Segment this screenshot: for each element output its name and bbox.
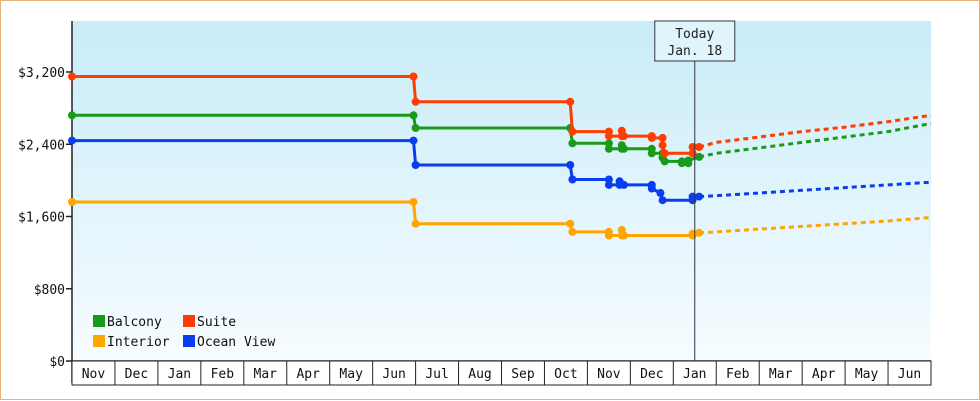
data-point-balcony <box>677 159 686 168</box>
data-point-suite <box>658 141 667 150</box>
y-tick-label: $1,600 <box>18 211 65 226</box>
data-point-ocean-view <box>568 175 577 184</box>
data-point-ocean-view <box>604 180 613 189</box>
data-point-balcony <box>68 111 76 120</box>
legend-label-interior: Interior <box>107 335 170 350</box>
data-point-balcony <box>695 152 704 161</box>
data-point-suite <box>68 72 76 81</box>
data-point-suite <box>695 143 704 151</box>
data-point-ocean-view <box>68 136 76 145</box>
data-point-ocean-view <box>656 189 665 197</box>
month-label: Jun <box>898 367 921 382</box>
month-label: Dec <box>125 367 148 382</box>
month-label: Feb <box>211 367 235 382</box>
data-point-ocean-view <box>619 180 628 189</box>
legend-swatch-ocean-view <box>183 335 195 347</box>
data-point-interior <box>604 231 613 240</box>
data-point-interior <box>695 228 704 237</box>
month-label: Jan <box>168 367 191 382</box>
series-projection-suite <box>698 113 932 149</box>
month-label: May <box>855 367 879 382</box>
data-point-ocean-view <box>411 161 420 169</box>
data-point-balcony <box>409 111 418 120</box>
month-label: Jul <box>425 367 448 382</box>
data-point-suite <box>411 97 420 106</box>
data-point-balcony <box>568 139 577 148</box>
data-point-balcony <box>411 124 420 132</box>
series-projection-ocean-view <box>699 180 932 199</box>
legend-swatch-balcony <box>93 315 105 327</box>
month-label: Sep <box>511 367 535 382</box>
data-point-suite <box>647 133 656 142</box>
data-point-balcony <box>647 149 656 158</box>
data-point-ocean-view <box>658 196 667 205</box>
data-point-suite <box>409 72 418 81</box>
data-point-interior <box>619 231 628 240</box>
month-label: Apr <box>296 367 320 382</box>
data-point-suite <box>660 149 669 158</box>
month-label: Oct <box>554 367 577 382</box>
legend-swatch-interior <box>93 335 105 347</box>
data-point-interior <box>409 198 418 206</box>
data-point-interior <box>68 198 76 206</box>
legend-swatch-suite <box>183 315 195 327</box>
today-box <box>654 20 736 62</box>
y-tick-label: $3,200 <box>18 66 65 81</box>
y-tick-label: $2,400 <box>18 138 65 153</box>
series-projection-interior <box>699 215 932 235</box>
data-point-ocean-view <box>566 161 575 169</box>
series-line-interior <box>72 200 700 237</box>
data-point-balcony <box>604 139 613 148</box>
data-point-balcony <box>684 156 693 165</box>
data-point-balcony <box>619 144 628 153</box>
data-point-ocean-view <box>647 184 656 193</box>
data-point-interior <box>568 227 577 236</box>
data-point-suite <box>568 127 577 136</box>
legend-label-ocean-view: Ocean View <box>197 335 275 350</box>
legend-label-balcony: Balcony <box>107 315 162 330</box>
data-point-balcony <box>660 157 669 166</box>
data-point-suite <box>566 97 575 106</box>
month-label: Aug <box>468 367 491 382</box>
data-point-suite <box>658 133 667 142</box>
month-label: Nov <box>597 367 621 382</box>
today-date: Jan. 18 <box>667 44 722 59</box>
today-label: Today <box>675 27 714 42</box>
month-label: Dec <box>640 367 663 382</box>
month-label: Jan <box>683 367 706 382</box>
data-point-interior <box>566 219 575 228</box>
data-point-interior <box>411 219 420 228</box>
month-label: May <box>339 367 363 382</box>
month-label: Jun <box>382 367 405 382</box>
month-label: Mar <box>254 367 278 382</box>
month-label: Apr <box>812 367 836 382</box>
month-label: Mar <box>769 367 793 382</box>
data-point-ocean-view <box>695 192 704 201</box>
data-point-ocean-view <box>409 136 418 145</box>
data-point-suite <box>604 132 613 141</box>
month-label: Feb <box>726 367 750 382</box>
y-tick-label: $800 <box>34 283 65 298</box>
y-tick-label: $0 <box>49 355 65 370</box>
legend-label-suite: Suite <box>197 315 236 330</box>
month-label: Nov <box>82 367 106 382</box>
data-point-suite <box>619 132 628 141</box>
series-projection-balcony <box>698 122 932 159</box>
data-point-balcony <box>604 144 613 153</box>
